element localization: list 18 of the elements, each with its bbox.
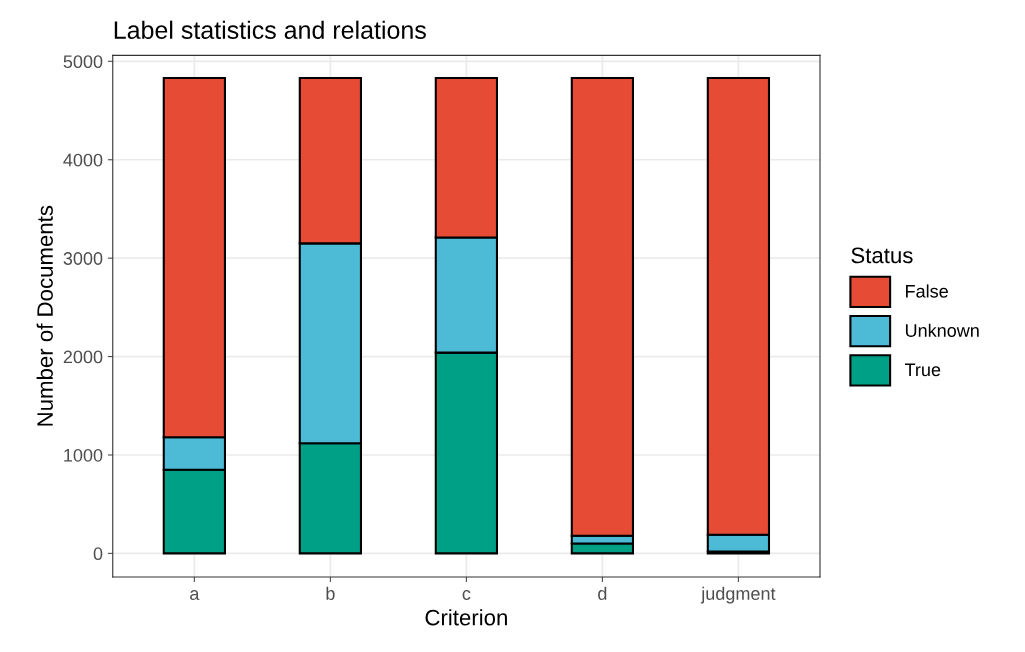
chart-title: Label statistics and relations bbox=[114, 20, 426, 39]
legend-title: Status bbox=[851, 247, 913, 264]
y-tick-label: 1000 bbox=[64, 448, 103, 462]
x-tick-label: c bbox=[462, 590, 471, 600]
y-tick-label: 0 bbox=[93, 547, 103, 561]
x-tick-label: d bbox=[598, 586, 607, 600]
legend-label: True bbox=[904, 363, 941, 377]
y-tick-label: 5000 bbox=[63, 55, 103, 69]
legend-label: Unknown bbox=[905, 323, 979, 337]
y-tick-label: 3000 bbox=[63, 252, 103, 265]
x-tick-label: b bbox=[326, 586, 335, 600]
x-tick-label: judgment bbox=[700, 586, 776, 604]
y-tick-label: 4000 bbox=[63, 153, 103, 167]
y-tick-label: 2000 bbox=[63, 350, 103, 364]
y-axis-title: Number of Documents bbox=[36, 205, 53, 426]
x-tick-label: a bbox=[190, 590, 200, 600]
legend-label: False bbox=[906, 284, 948, 298]
x-axis-title: Criterion bbox=[425, 609, 507, 626]
